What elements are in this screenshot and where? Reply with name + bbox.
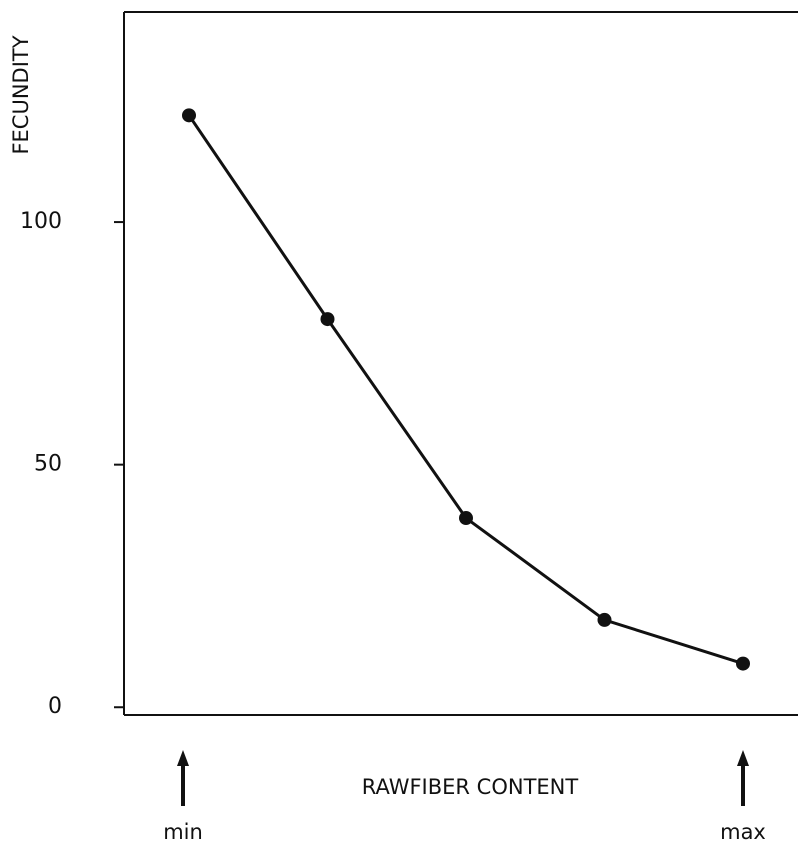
x-tick-label: min bbox=[163, 820, 203, 843]
arrow-head bbox=[177, 750, 189, 766]
x-tick-label: max bbox=[720, 820, 766, 843]
y-tick-label: 0 bbox=[48, 694, 62, 719]
arrow-head bbox=[737, 750, 749, 766]
x-axis-label: RAWFIBER CONTENT bbox=[362, 775, 579, 799]
data-line bbox=[187, 114, 744, 666]
y-tick-label: 100 bbox=[20, 209, 62, 234]
data-point bbox=[320, 312, 335, 327]
data-point bbox=[736, 656, 750, 671]
y-axis-label: FECUNDITY bbox=[9, 35, 33, 154]
data-point bbox=[597, 612, 612, 627]
y-tick-label: 50 bbox=[34, 452, 62, 477]
data-point bbox=[182, 108, 196, 123]
data-point bbox=[459, 511, 473, 526]
